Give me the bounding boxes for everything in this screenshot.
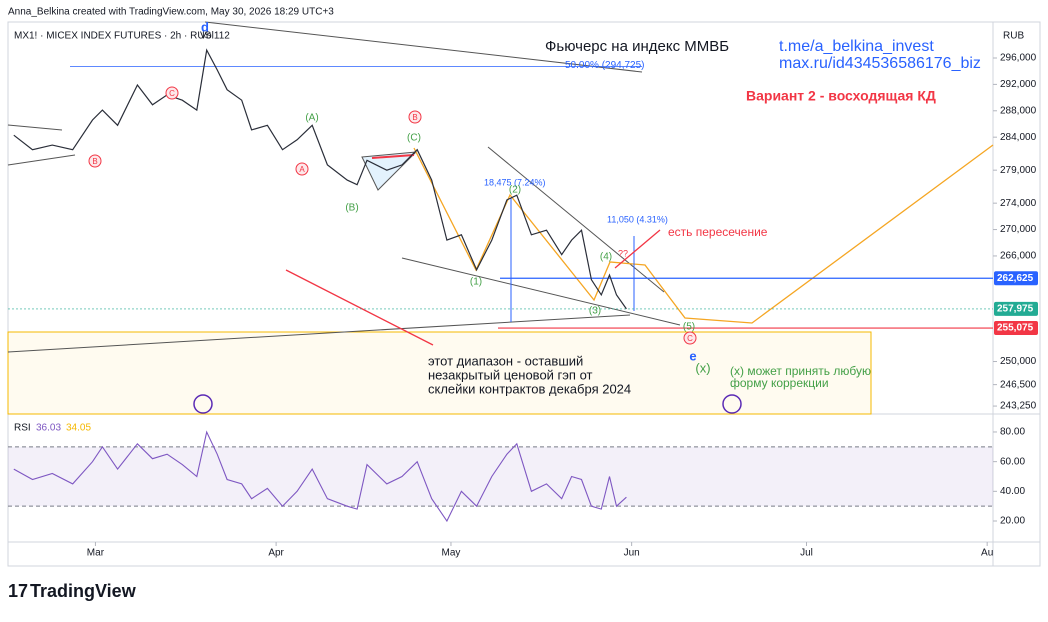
circled-label: A — [299, 165, 305, 174]
price-line — [13, 48, 627, 310]
symbol: MX1! · MICEX INDEX FUTURES · 2h · RUS — [14, 31, 212, 42]
frame — [7, 21, 1041, 567]
annotation: Вариант 2 - восходящая КД — [746, 88, 936, 104]
annotation: ?? — [618, 248, 628, 258]
y-tick-label: 250,000 — [1000, 356, 1037, 367]
wave-label: (x) — [695, 360, 710, 375]
x-tick-label: Au — [981, 548, 993, 559]
replay-icon — [722, 394, 742, 414]
rsi-ma-value: 34.05 — [66, 423, 91, 434]
trend-line — [204, 21, 643, 73]
wave-label: (2) — [509, 185, 521, 196]
y-tick-label: 288,000 — [1000, 105, 1037, 116]
replay-icon — [193, 394, 213, 414]
price-badge-label: 255,075 — [997, 323, 1034, 334]
wave-circle — [408, 110, 422, 124]
y-tick-label: 270,000 — [1000, 224, 1037, 235]
volume-label: Vol112 — [200, 31, 230, 42]
wave-label: (5) — [683, 322, 695, 333]
y-tick-label: 279,000 — [1000, 165, 1037, 176]
wave-circle — [88, 154, 102, 168]
x-tick-label: May — [442, 548, 461, 559]
currency: RUB — [1003, 31, 1024, 42]
rsi-band-fill — [8, 446, 993, 507]
brand-logo: 17 — [8, 581, 28, 601]
y-tick-label: 40.00 — [1000, 486, 1025, 497]
wave-label: e — [689, 348, 696, 363]
wave-circle — [295, 162, 309, 176]
wave-circle — [165, 86, 179, 100]
rsi-title: RSI — [14, 423, 31, 434]
x-tick-label: Jun — [624, 548, 640, 559]
trend-line — [401, 257, 681, 326]
annotation: t.me/a_belkina_invest — [779, 38, 934, 55]
annotation: 18,475 (7.24%) — [484, 177, 546, 187]
triangle — [361, 151, 418, 191]
wave-label: (3) — [589, 306, 601, 317]
annotation: незакрытый ценовой гэп от — [428, 367, 593, 382]
annotation: этот диапазон - оставший — [428, 353, 583, 368]
y-tick-label: 246,500 — [1000, 379, 1037, 390]
price-badge — [994, 321, 1038, 336]
trend-line — [7, 154, 76, 166]
arrow — [614, 229, 661, 269]
credit: Anna_Belkina created with TradingView.co… — [8, 7, 334, 18]
price-badge — [994, 271, 1038, 286]
chart-title: Фьючерс на индекс ММВБ — [545, 38, 729, 55]
circled-label: B — [92, 157, 97, 166]
trend-line — [7, 124, 63, 131]
y-tick-label: 292,000 — [1000, 79, 1037, 90]
annotation: 11,050 (4.31%) — [607, 214, 668, 224]
annotation: (x) может принять любую — [730, 364, 871, 378]
brand: TradingView — [30, 581, 137, 601]
x-tick-label: Jul — [800, 548, 813, 559]
price-badge-label: 257,975 — [997, 304, 1034, 315]
y-tick-label: 243,250 — [1000, 401, 1037, 412]
price-badge — [994, 301, 1038, 316]
wave-label: d — [201, 19, 209, 34]
red-segment — [371, 154, 415, 159]
wave-label: (4) — [600, 252, 612, 263]
trend-line — [7, 314, 631, 353]
fib-label: 50.00% (294,725) — [565, 60, 645, 71]
gap-zone — [7, 331, 872, 415]
circled-label: C — [687, 334, 693, 343]
price-badge-label: 262,625 — [997, 273, 1034, 284]
rsi-line — [13, 430, 627, 523]
y-tick-label: 266,000 — [1000, 251, 1037, 262]
annotation: есть пересечение — [668, 225, 768, 239]
wave-label: (A) — [305, 113, 318, 124]
circled-label: C — [169, 89, 175, 98]
y-tick-label: 20.00 — [1000, 516, 1025, 527]
rsi-value: 36.03 — [36, 423, 61, 434]
annotation: форму коррекции — [730, 376, 829, 390]
annotation: max.ru/id434536586176_biz — [779, 55, 981, 72]
trend-line — [487, 146, 665, 293]
y-tick-label: 274,000 — [1000, 198, 1037, 209]
wave-label: (B) — [345, 203, 358, 214]
annotation: склейки контрактов декабря 2024 — [428, 381, 631, 396]
y-tick-label: 284,000 — [1000, 132, 1037, 143]
wave-label: (C) — [407, 133, 421, 144]
circled-label: B — [412, 113, 417, 122]
x-tick-label: Mar — [87, 548, 105, 559]
wave-path — [413, 144, 994, 324]
arrow — [285, 269, 434, 346]
y-tick-label: 60.00 — [1000, 456, 1025, 467]
x-tick-label: Apr — [268, 548, 284, 559]
wave-label: (1) — [470, 277, 482, 288]
y-tick-label: 296,000 — [1000, 53, 1037, 64]
wave-circle — [683, 331, 697, 345]
y-tick-label: 80.00 — [1000, 427, 1025, 438]
